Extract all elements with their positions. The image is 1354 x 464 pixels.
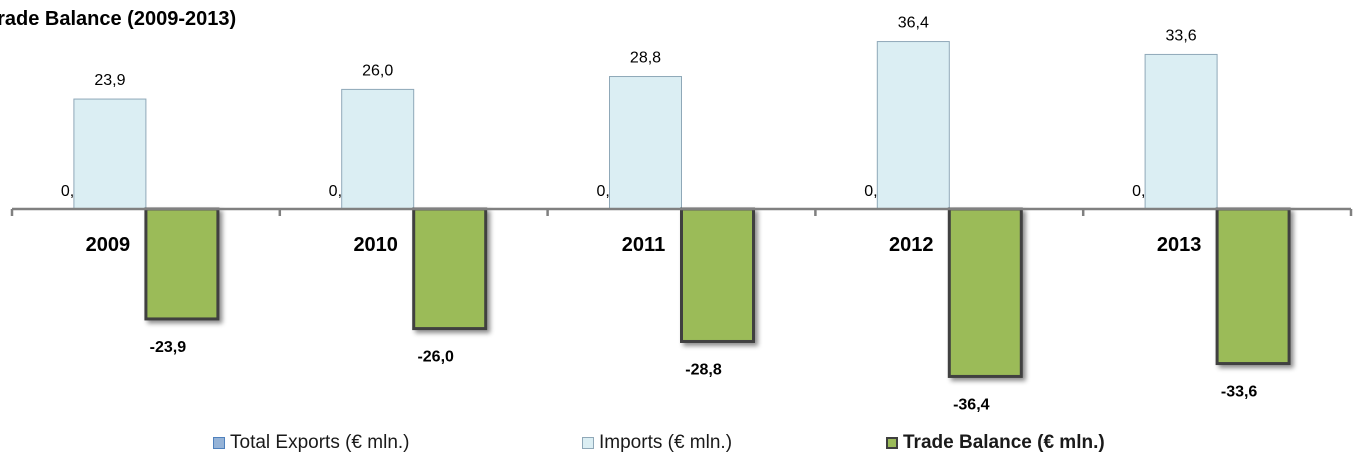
legend-item-total-exports: Total Exports (€ mln.)	[213, 432, 410, 454]
bar-trade-balance-2011	[680, 207, 755, 343]
bar-imports-2012	[876, 41, 950, 210]
legend-swatch-total-exports	[213, 437, 225, 449]
legend-label-total-exports: Total Exports (€ mln.)	[230, 432, 410, 453]
x-tick-label-2009: 2009	[86, 234, 131, 256]
bar-imports-2011	[609, 76, 682, 210]
data-label-trade-balance-2010: -26,0	[417, 349, 454, 366]
chart-title: Trade Balance (2009-2013)	[0, 8, 236, 30]
trade-balance-chart: Trade Balance (2009-2013) 0,023,9-23,920…	[0, 8, 1353, 413]
bar-imports-2009	[73, 98, 147, 210]
legend-label-trade-balance: Trade Balance (€ mln.)	[903, 432, 1105, 453]
legend-swatch-trade-balance	[886, 437, 898, 449]
x-tick-label-2013: 2013	[1157, 234, 1202, 256]
legend-label-imports: Imports (€ mln.)	[599, 432, 733, 453]
bar-trade-balance-2009	[144, 207, 220, 321]
data-label-trade-balance-2009: -23,9	[150, 339, 187, 356]
x-tick-label-2011: 2011	[622, 234, 665, 256]
legend-item-imports: Imports (€ mln.)	[582, 432, 732, 454]
x-tick-label-2012: 2012	[889, 234, 934, 256]
data-label-trade-balance-2012: -36,4	[953, 396, 990, 413]
bar-trade-balance-2013	[1215, 207, 1291, 366]
data-label-imports-2013: 33,6	[1166, 27, 1197, 44]
data-label-imports-2011: 28,8	[630, 50, 661, 67]
data-label-imports-2010: 26,0	[362, 62, 393, 79]
bar-imports-2010	[341, 88, 415, 210]
bar-trade-balance-2012	[947, 207, 1023, 378]
chart-legend: Total Exports (€ mln.) Imports (€ mln.) …	[0, 432, 1354, 458]
data-label-trade-balance-2013: -33,6	[1221, 384, 1258, 401]
bar-trade-balance-2010	[412, 207, 488, 331]
legend-item-trade-balance: Trade Balance (€ mln.)	[886, 432, 1105, 454]
legend-swatch-imports	[582, 437, 594, 449]
x-tick-label-2010: 2010	[353, 234, 398, 256]
bar-imports-2013	[1144, 53, 1218, 210]
data-label-trade-balance-2011: -28,8	[685, 361, 722, 378]
data-label-imports-2012: 36,4	[898, 15, 929, 32]
data-label-imports-2009: 23,9	[94, 72, 125, 89]
